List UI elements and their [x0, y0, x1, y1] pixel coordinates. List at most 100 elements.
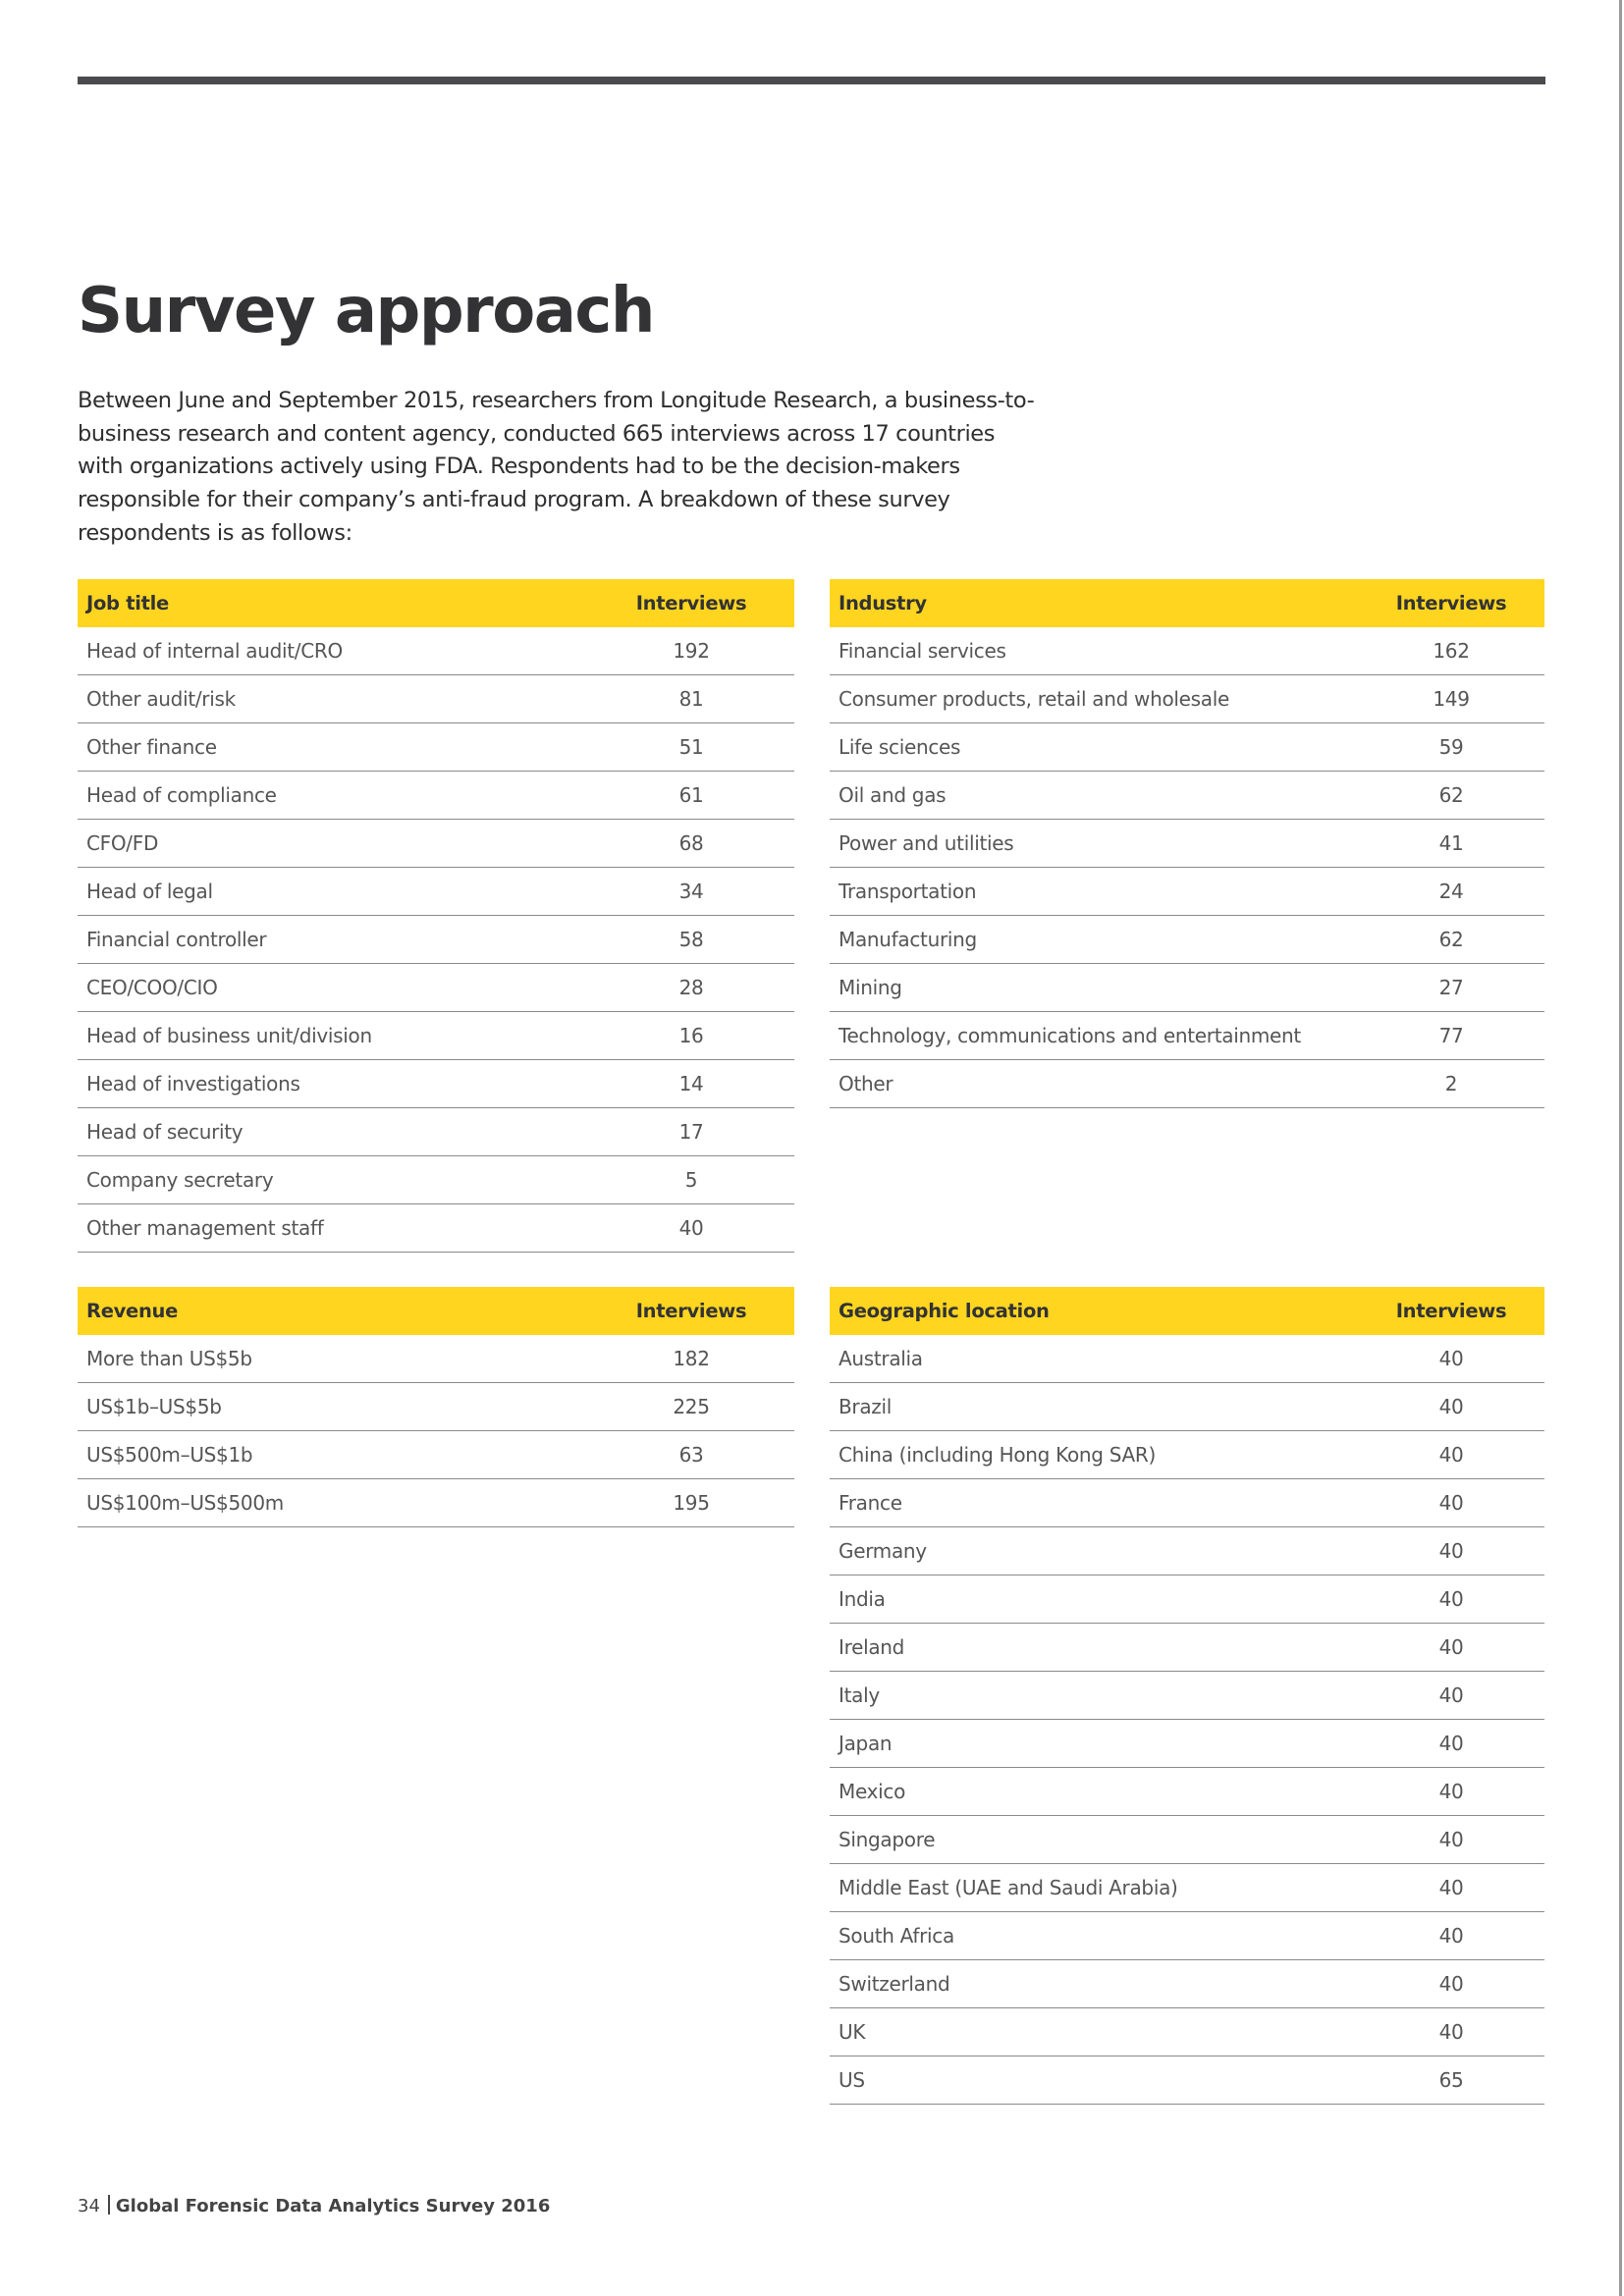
row-interviews: 40 — [1358, 1382, 1544, 1431]
row-label: Company secretary — [78, 1155, 588, 1204]
row-label: Head of legal — [78, 867, 588, 916]
table-row: India 40 — [830, 1575, 1544, 1624]
table-row: Other finance 51 — [78, 722, 794, 772]
table-row: Switzerland 40 — [830, 1959, 1544, 2008]
row-label: Head of business unit/division — [78, 1011, 588, 1060]
table-row: Japan 40 — [830, 1719, 1544, 1768]
row-label: Mexico — [830, 1767, 1358, 1816]
table-row: Head of business unit/division 16 — [78, 1011, 794, 1060]
row-label: France — [830, 1478, 1358, 1527]
table-row: More than US$5b 182 — [78, 1335, 794, 1383]
row-interviews: 59 — [1358, 722, 1544, 772]
page-title: Survey approach — [78, 275, 655, 347]
table-header-row: Job title Interviews — [78, 579, 794, 627]
publication-title: Global Forensic Data Analytics Survey 20… — [115, 2196, 551, 2216]
table-row: Singapore 40 — [830, 1815, 1544, 1864]
row-label: US$500m–US$1b — [78, 1430, 588, 1479]
row-interviews: 182 — [588, 1335, 794, 1383]
row-label: US — [830, 2056, 1358, 2105]
table-row: France 40 — [830, 1478, 1544, 1527]
row-interviews: 225 — [588, 1382, 794, 1431]
row-interviews: 40 — [1358, 1623, 1544, 1672]
column-header-interviews: Interviews — [588, 1287, 794, 1335]
intro-paragraph: Between June and September 2015, researc… — [78, 388, 1035, 546]
column-header-interviews: Interviews — [1358, 579, 1544, 627]
table-header-row: Industry Interviews — [830, 579, 1544, 627]
row-interviews: 68 — [588, 819, 794, 868]
table-row: Ireland 40 — [830, 1623, 1544, 1672]
table-row: Mexico 40 — [830, 1767, 1544, 1816]
column-header-category: Industry — [830, 579, 1358, 627]
row-interviews: 62 — [1358, 915, 1544, 964]
row-label: Head of compliance — [78, 771, 588, 820]
revenue-table: Revenue Interviews More than US$5b 182 US$1b… — [78, 1287, 794, 1527]
row-interviews: 63 — [588, 1430, 794, 1479]
row-label: US$100m–US$500m — [78, 1478, 588, 1527]
table-row: Germany 40 — [830, 1526, 1544, 1575]
page-edge — [1619, 0, 1622, 2296]
table-row: Italy 40 — [830, 1671, 1544, 1720]
table-row: Australia 40 — [830, 1335, 1544, 1383]
row-label: Other audit/risk — [78, 674, 588, 723]
row-label: Brazil — [830, 1382, 1358, 1431]
table-row: US$100m–US$500m 195 — [78, 1478, 794, 1527]
row-interviews: 40 — [1358, 1959, 1544, 2008]
row-label: Head of internal audit/CRO — [78, 627, 588, 675]
row-interviews: 40 — [588, 1203, 794, 1253]
row-interviews: 149 — [1358, 674, 1544, 723]
row-interviews: 65 — [1358, 2056, 1544, 2105]
row-interviews: 17 — [588, 1107, 794, 1156]
row-interviews: 58 — [588, 915, 794, 964]
table-row: US 65 — [830, 2056, 1544, 2105]
row-interviews: 40 — [1358, 2007, 1544, 2056]
row-label: Head of security — [78, 1107, 588, 1156]
table-row: US$500m–US$1b 63 — [78, 1430, 794, 1479]
row-label: Other finance — [78, 722, 588, 772]
row-label: Transportation — [830, 867, 1358, 916]
table-row: Brazil 40 — [830, 1382, 1544, 1431]
row-label: Other — [830, 1059, 1358, 1108]
row-interviews: 51 — [588, 722, 794, 772]
table-row: CFO/FD 68 — [78, 819, 794, 868]
table-row: Head of legal 34 — [78, 867, 794, 916]
row-label: Life sciences — [830, 722, 1358, 772]
row-label: Consumer products, retail and wholesale — [830, 674, 1358, 723]
table-row: Power and utilities 41 — [830, 819, 1544, 868]
row-interviews: 27 — [1358, 963, 1544, 1012]
row-interviews: 195 — [588, 1478, 794, 1527]
table-row: UK 40 — [830, 2007, 1544, 2056]
table-row: Other management staff 40 — [78, 1203, 794, 1253]
row-interviews: 40 — [1358, 1430, 1544, 1479]
row-label: Head of investigations — [78, 1059, 588, 1108]
table-row: Company secretary 5 — [78, 1155, 794, 1204]
table-row: Mining 27 — [830, 963, 1544, 1012]
row-interviews: 61 — [588, 771, 794, 820]
row-label: More than US$5b — [78, 1335, 588, 1383]
row-label: Financial services — [830, 627, 1358, 675]
row-interviews: 40 — [1358, 1526, 1544, 1575]
page-number: 34 — [78, 2196, 100, 2216]
row-interviews: 40 — [1358, 1863, 1544, 1912]
row-label: Technology, communications and entertain… — [830, 1011, 1358, 1060]
row-interviews: 62 — [1358, 771, 1544, 820]
table-row: Other audit/risk 81 — [78, 674, 794, 723]
row-label: China (including Hong Kong SAR) — [830, 1430, 1358, 1479]
page-footer: 34 Global Forensic Data Analytics Survey … — [78, 2195, 550, 2216]
column-header-category: Revenue — [78, 1287, 588, 1335]
row-interviews: 40 — [1358, 1671, 1544, 1720]
row-label: India — [830, 1575, 1358, 1624]
row-interviews: 2 — [1358, 1059, 1544, 1108]
row-interviews: 40 — [1358, 1911, 1544, 1960]
table-row: Middle East (UAE and Saudi Arabia) 40 — [830, 1863, 1544, 1912]
table-header-row: Geographic location Interviews — [830, 1287, 1544, 1335]
row-interviews: 28 — [588, 963, 794, 1012]
row-interviews: 40 — [1358, 1335, 1544, 1383]
geographic-location-table: Geographic location Interviews Australia 40… — [830, 1287, 1544, 2105]
table-row: Financial services 162 — [830, 627, 1544, 675]
row-interviews: 40 — [1358, 1815, 1544, 1864]
row-interviews: 192 — [588, 627, 794, 675]
table-row: Consumer products, retail and wholesale 1… — [830, 674, 1544, 723]
table-row: Technology, communications and entertain… — [830, 1011, 1544, 1060]
row-label: CFO/FD — [78, 819, 588, 868]
row-label: Other management staff — [78, 1203, 588, 1253]
